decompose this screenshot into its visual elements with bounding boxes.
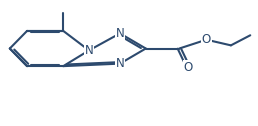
Text: O: O bbox=[202, 33, 211, 46]
Text: O: O bbox=[184, 61, 193, 74]
Text: N: N bbox=[85, 44, 93, 57]
Text: N: N bbox=[116, 27, 124, 40]
Text: N: N bbox=[116, 57, 124, 70]
